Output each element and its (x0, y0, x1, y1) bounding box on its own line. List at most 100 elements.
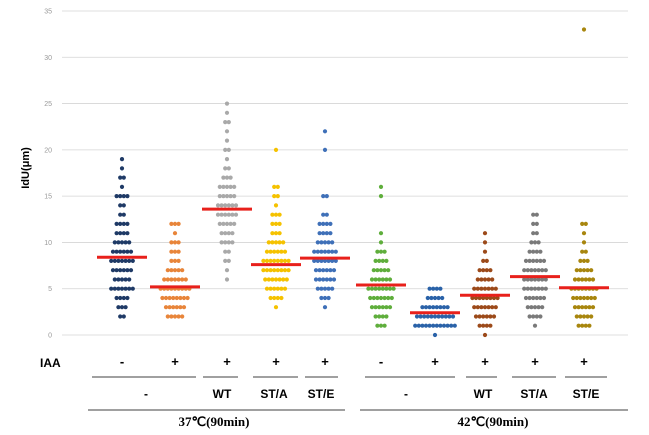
data-point (484, 258, 489, 263)
data-point (326, 249, 331, 254)
data-point (118, 231, 123, 236)
data-point (275, 268, 280, 273)
data-point (268, 249, 273, 254)
data-point (176, 314, 181, 319)
data-point (384, 314, 389, 319)
data-point (373, 277, 378, 282)
data-point (481, 314, 486, 319)
data-point (531, 249, 536, 254)
data-point (580, 323, 585, 328)
data-point (375, 249, 380, 254)
data-point (130, 286, 135, 291)
data-point (223, 231, 228, 236)
data-point (130, 258, 135, 263)
data-point (232, 184, 237, 189)
data-point (523, 258, 529, 263)
data-point (114, 249, 119, 254)
data-point (172, 221, 178, 226)
data-point (578, 258, 583, 263)
data-point (536, 240, 541, 245)
data-point (273, 147, 279, 152)
data-point (279, 258, 284, 263)
data-point (472, 286, 477, 291)
data-point (432, 295, 438, 301)
data-point (583, 323, 588, 328)
data-point (438, 286, 443, 291)
data-point (176, 249, 181, 254)
data-point (328, 221, 333, 226)
data-point (322, 129, 328, 134)
data-point (587, 277, 592, 282)
data-point (525, 305, 530, 310)
data-point (121, 221, 126, 226)
data-point (286, 268, 291, 273)
data-point (434, 286, 439, 291)
data-point (373, 258, 378, 263)
data-point (317, 268, 322, 273)
data-point (378, 231, 384, 236)
data-point (219, 212, 224, 217)
data-point (532, 305, 538, 310)
data-point (369, 286, 375, 291)
data-point (223, 147, 228, 152)
data-point (223, 166, 228, 171)
data-point (281, 277, 286, 282)
data-point (572, 305, 578, 310)
data-point (282, 249, 288, 254)
data-point (581, 268, 587, 273)
data-point (317, 277, 322, 282)
data-point (116, 277, 121, 282)
data-point (226, 120, 231, 125)
data-point (441, 305, 447, 310)
data-point (119, 305, 125, 310)
data-point (119, 277, 125, 282)
data-point (230, 240, 235, 245)
data-point (536, 286, 541, 291)
data-points (109, 27, 599, 338)
data-point (486, 277, 491, 282)
data-point (540, 305, 545, 310)
data-point (112, 240, 117, 245)
data-point (479, 286, 484, 291)
data-point (233, 203, 239, 208)
data-point (215, 203, 221, 208)
data-point (322, 258, 328, 263)
data-point (585, 314, 590, 319)
data-point (125, 249, 130, 254)
data-point (431, 286, 436, 291)
data-point (534, 314, 539, 319)
data-point (488, 295, 493, 301)
data-point (470, 295, 475, 301)
data-point (380, 314, 385, 319)
data-point (330, 258, 335, 263)
data-point (109, 258, 114, 263)
data-point (322, 147, 328, 152)
data-point (127, 240, 132, 245)
data-point (118, 203, 123, 208)
data-point (484, 323, 489, 328)
data-point (534, 295, 539, 301)
iaa-sign: + (223, 354, 231, 369)
data-point (477, 268, 482, 273)
data-point (224, 157, 230, 162)
data-point (112, 277, 117, 282)
data-point (380, 277, 385, 282)
data-point (484, 268, 489, 273)
data-point (585, 268, 590, 273)
annotation-lines (88, 376, 628, 411)
data-point (219, 203, 224, 208)
data-point (371, 295, 376, 301)
data-point (181, 305, 187, 310)
data-point (378, 249, 384, 254)
data-point (434, 323, 439, 328)
data-point (475, 277, 480, 282)
data-point (176, 258, 181, 263)
data-point (121, 194, 126, 199)
data-point (279, 249, 284, 254)
data-point (532, 323, 538, 328)
data-point (490, 286, 495, 291)
data-point (589, 268, 594, 273)
data-point (119, 286, 125, 291)
data-point (221, 184, 226, 189)
data-point (261, 258, 266, 263)
